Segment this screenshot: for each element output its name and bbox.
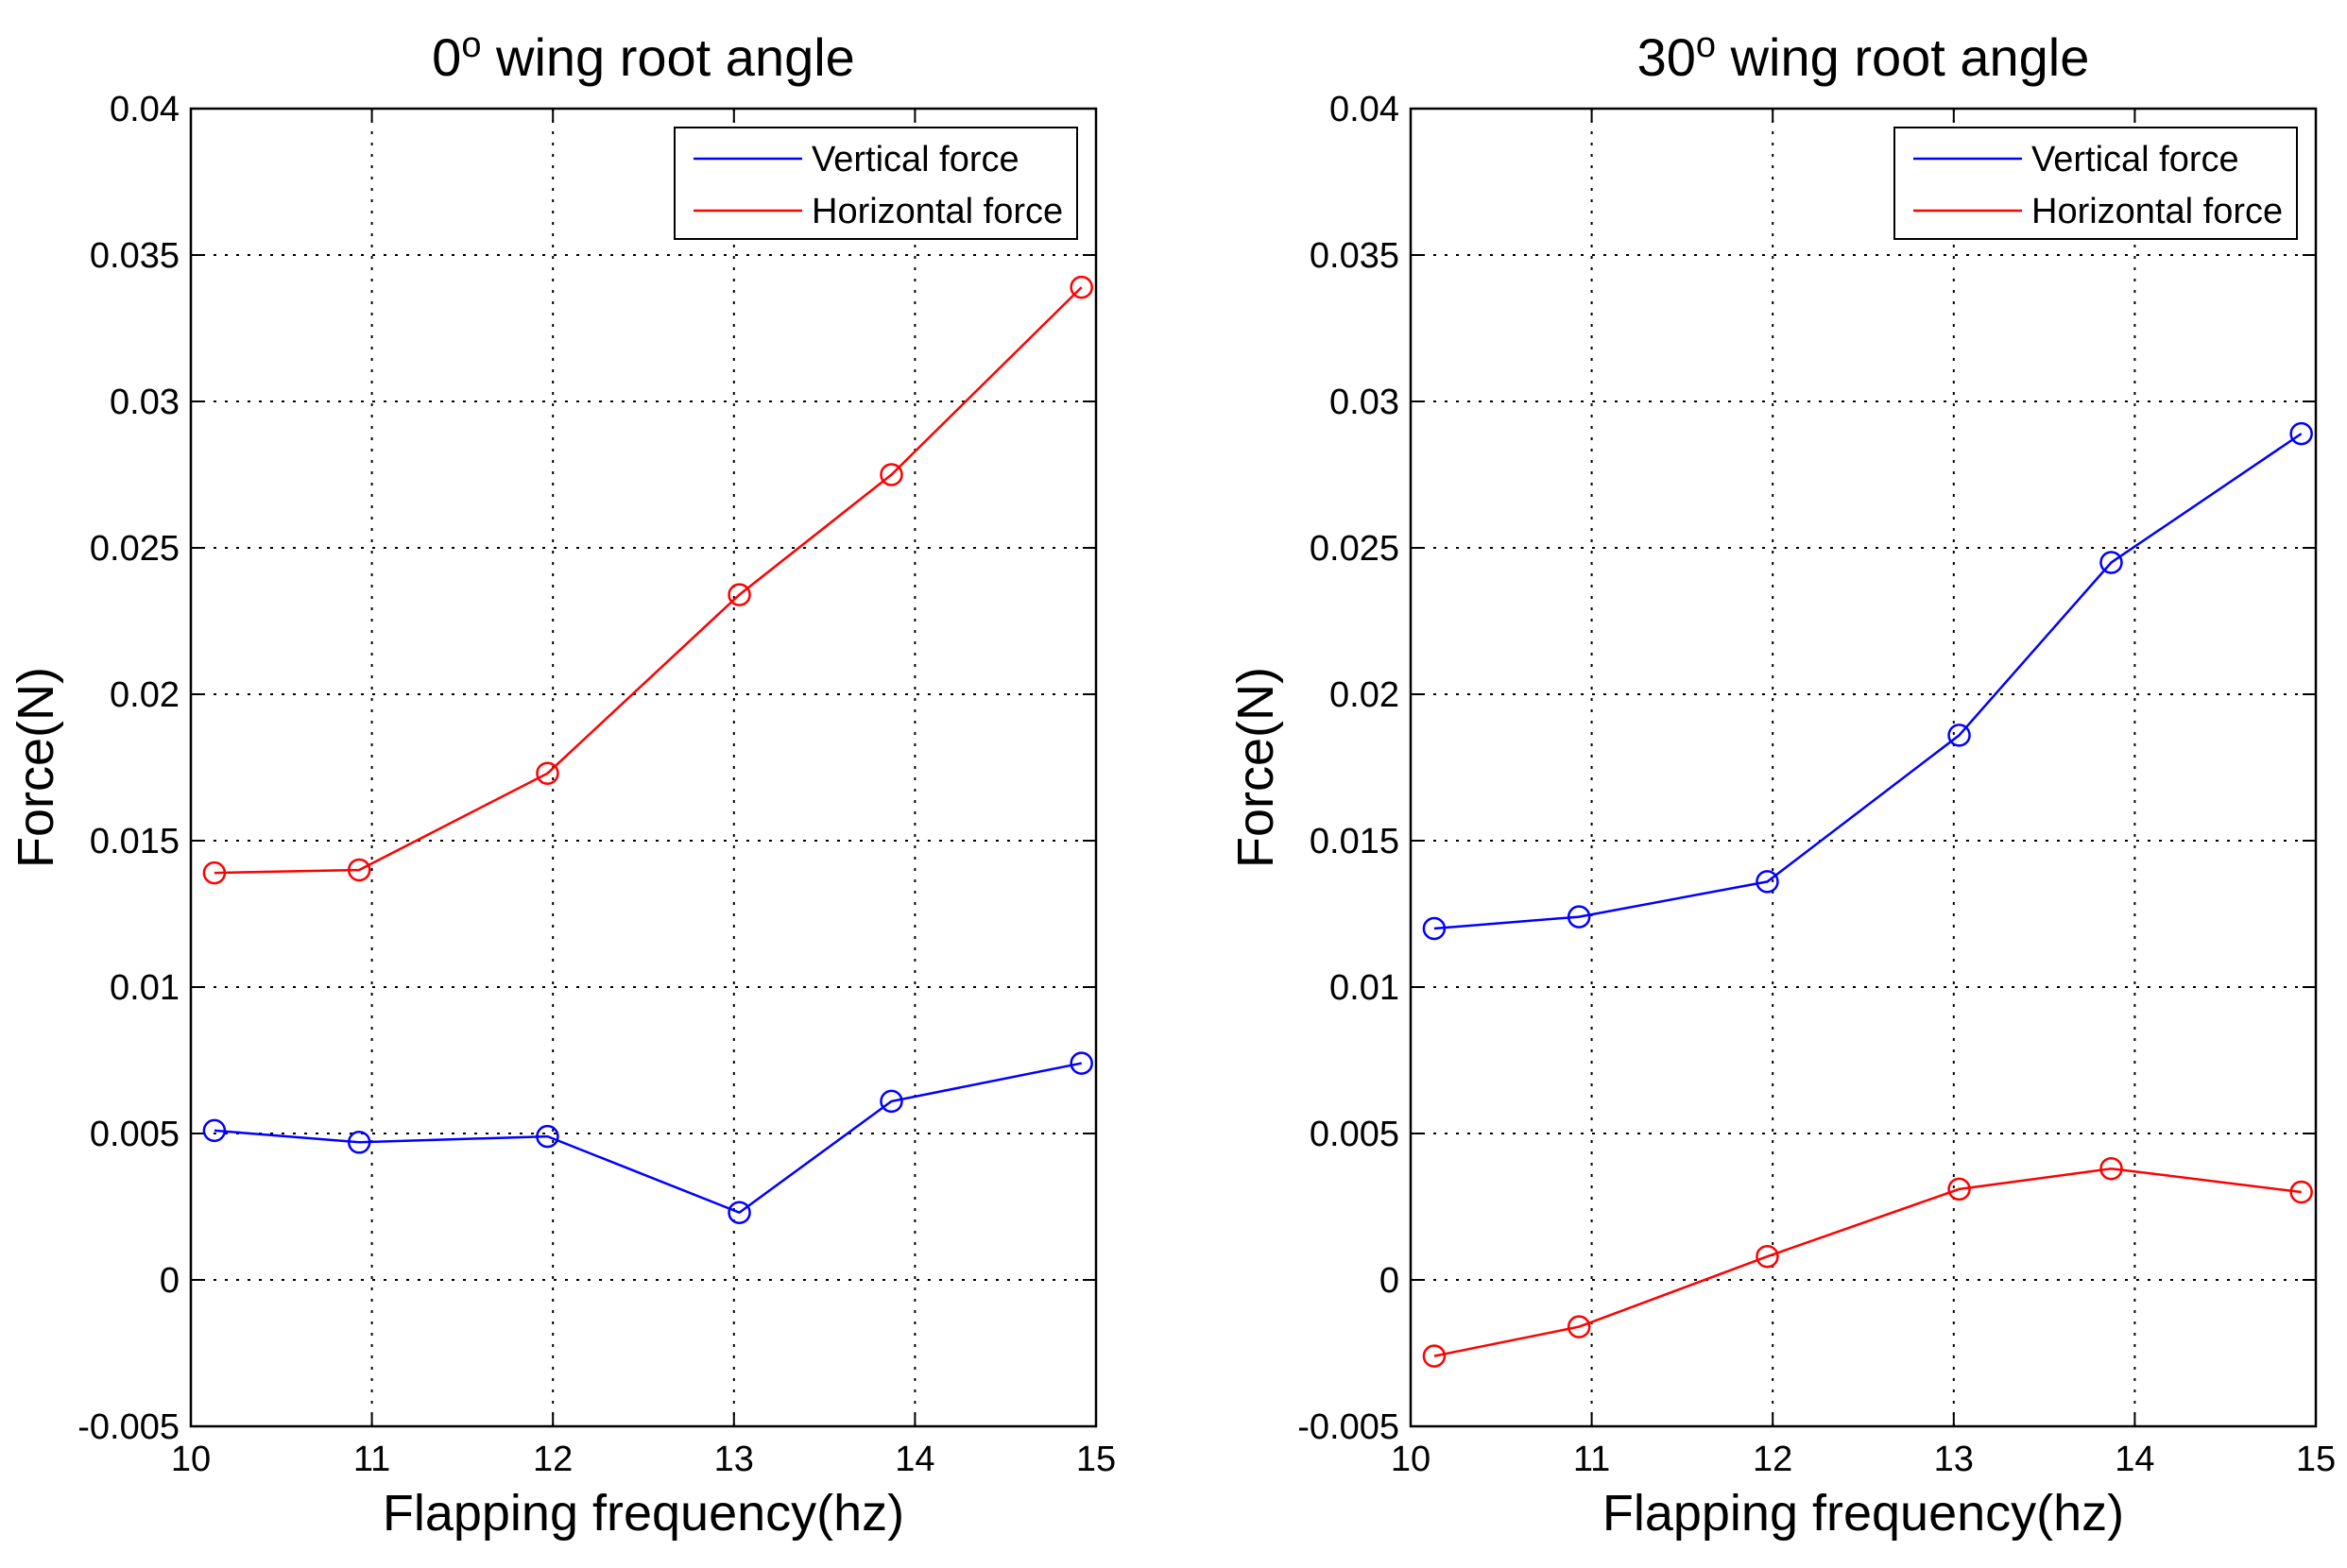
chart-1-legend-label-horizontal-force: Horizontal force [2031, 192, 2283, 231]
chart-1-horizontal-force-point [1947, 1177, 1971, 1202]
chart-1-horizontal-force-point [1567, 1315, 1591, 1338]
chart-0-x-axis-title: Flapping frequency(hz) [383, 1485, 904, 1542]
chart-1-vertical-force-point [1422, 916, 1447, 941]
chart-1-x-axis-title: Flapping frequency(hz) [1602, 1485, 2124, 1542]
chart-1-horizontal-force-point [2099, 1156, 2123, 1181]
chart-1-y-tick-label: -0.005 [1297, 1407, 1399, 1447]
chart-1-legend: Vertical force Horizontal force [1893, 127, 2298, 240]
chart-1-y-tick-label: 0 [1379, 1261, 1399, 1301]
chart-1-title-text: wing root angle [1716, 27, 2089, 87]
chart-0-horizontal-force-point [728, 583, 751, 606]
chart-1-x-tick-label: 13 [1934, 1440, 1974, 1479]
chart-0-y-tick-label: 0 [160, 1261, 180, 1301]
chart-1-y-tick-label: 0.03 [1329, 383, 1399, 422]
chart-1-x-tick-label: 11 [1573, 1440, 1610, 1479]
chart-0-title: 0o wing root angle [432, 26, 855, 87]
chart-0-axes-frame [189, 107, 1098, 1428]
chart-1-horizontal-force-line [1433, 1167, 2302, 1357]
chart-1-horizontal-force-point [2289, 1180, 2313, 1204]
chart-0-legend: Vertical force Horizontal force [674, 127, 1078, 240]
chart-1-y-tick-label: 0.005 [1310, 1115, 1399, 1154]
chart-0-horizontal-force-point [347, 858, 371, 882]
chart-0-title-text: wing root angle [481, 27, 854, 87]
chart-1-vertical-force-point [1947, 724, 1971, 747]
chart-0-horizontal-force-point [202, 861, 227, 885]
chart-0-x-tick-label: 14 [895, 1440, 934, 1479]
chart-1-y-axis-title: Force(N) [1227, 667, 1284, 868]
chart-0-vertical-force-point [536, 1124, 559, 1149]
chart-1-y-tick-label: 0.01 [1329, 968, 1399, 1008]
chart-0-legend-label-vertical-force: Vertical force [812, 140, 1019, 179]
chart-1-y-tick-label: 0.035 [1310, 236, 1399, 276]
chart-0-x-tick-label: 15 [1076, 1440, 1116, 1479]
chart-0-plot-area [191, 109, 1096, 1426]
chart-0-x-tick-label: 12 [533, 1440, 573, 1479]
chart-1-title: 30o wing root angle [1637, 26, 2090, 87]
chart-1-y-tick-label: 0.015 [1310, 822, 1399, 861]
chart-1-x-tick-label: 15 [2296, 1440, 2336, 1479]
chart-1-x-tick-label: 12 [1753, 1440, 1792, 1479]
chart-1-vertical-force-point [1756, 870, 1779, 894]
chart-1-plot-area [1411, 109, 2316, 1426]
chart-0-legend-box [674, 127, 1078, 240]
chart-0-horizontal-force-point [536, 761, 559, 785]
chart-1-horizontal-force-point [1422, 1344, 1447, 1368]
chart-1-horizontal-force-point [1756, 1244, 1779, 1269]
chart-1-title-value: 30 [1637, 27, 1696, 87]
chart-1-vertical-force-point [2289, 421, 2313, 446]
chart-0-y-tick-label: 0.025 [90, 529, 180, 569]
chart-0-y-tick-label: 0.015 [90, 822, 180, 861]
chart-1-title-degree: o [1696, 26, 1716, 65]
chart-0-y-axis-title: Force(N) [8, 667, 64, 868]
chart-0-vertical-force-point [202, 1118, 227, 1143]
chart-1-legend-box [1893, 127, 2298, 240]
chart-0-x-tick-label: 10 [171, 1440, 211, 1479]
chart-0-horizontal-force-point [1070, 275, 1093, 299]
panel-30-deg: 10 11 12 13 14 15 -0.005 0 0.005 0.01 0.015 0.02 0.0… [1227, 26, 2336, 1542]
chart-1-y-tick-label: 0.04 [1329, 90, 1399, 129]
chart-1-y-tick-label: 0.02 [1329, 675, 1399, 715]
chart-1-x-tick-label: 14 [2115, 1440, 2154, 1479]
chart-0-horizontal-force-point [880, 463, 903, 486]
chart-1-vertical-force-point [2099, 551, 2123, 574]
chart-0-y-tick-label: 0.035 [90, 236, 180, 276]
chart-0-legend-label-horizontal-force: Horizontal force [812, 192, 1063, 231]
chart-1-x-tick-label: 10 [1391, 1440, 1430, 1479]
chart-0-x-tick-label: 11 [353, 1440, 390, 1479]
chart-0-y-tick-label: 0.03 [110, 383, 180, 422]
chart-0-y-tick-label: 0.01 [110, 968, 180, 1008]
chart-0-vertical-force-point [880, 1089, 903, 1114]
chart-0-y-tick-label: 0.02 [110, 675, 180, 715]
chart-0-y-tick-label: 0.04 [110, 90, 180, 129]
chart-1-legend-label-vertical-force: Vertical force [2031, 140, 2239, 179]
chart-0-horizontal-force-line [214, 286, 1083, 875]
chart-0-title-degree: o [461, 26, 481, 65]
chart-0-vertical-force-point [1070, 1051, 1093, 1075]
chart-0-vertical-force-line [214, 1062, 1082, 1215]
chart-0-title-value: 0 [432, 27, 461, 87]
panel-0-deg: 10 11 12 13 14 15 -0.005 0 0.005 0.01 0.015 0.02 0.0… [8, 26, 1116, 1542]
chart-0-y-tick-label: -0.005 [77, 1407, 180, 1447]
chart-0-x-tick-label: 13 [714, 1440, 754, 1479]
chart-1-vertical-force-point [1567, 905, 1591, 929]
chart-0-y-tick-label: 0.005 [90, 1115, 180, 1154]
chart-1-vertical-force-line [1433, 433, 2303, 930]
chart-1-axes-frame [1409, 107, 2318, 1428]
chart-1-y-tick-label: 0.025 [1310, 529, 1399, 569]
chart-0-vertical-force-point [347, 1131, 371, 1154]
chart-0-vertical-force-point [728, 1201, 751, 1224]
